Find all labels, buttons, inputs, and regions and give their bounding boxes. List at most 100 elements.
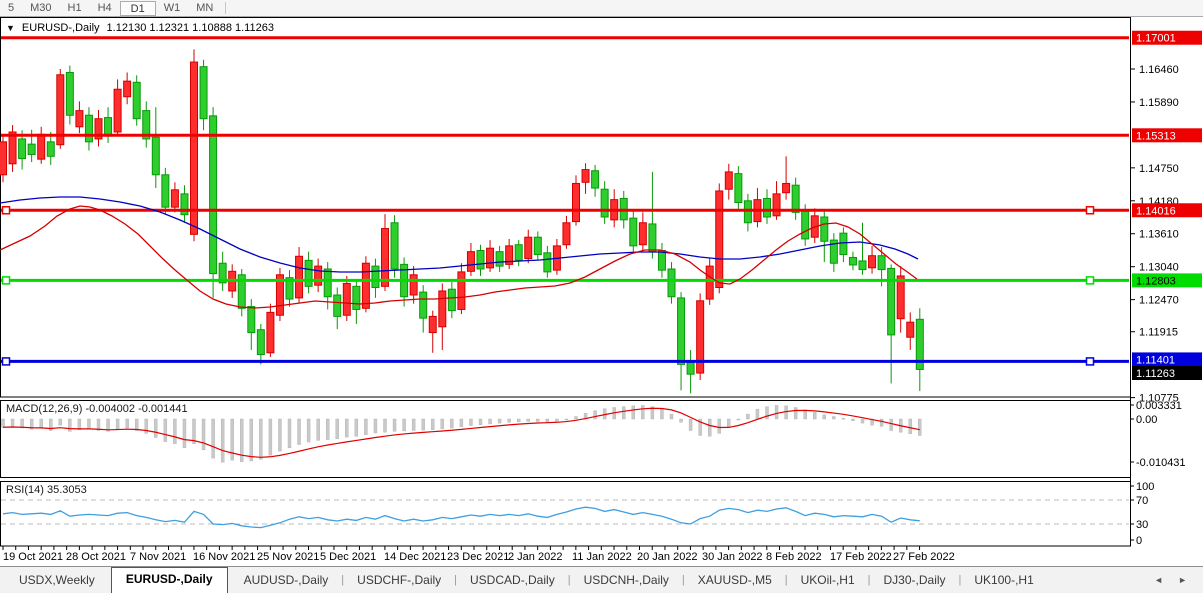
macd-histogram-bar (478, 418, 483, 425)
candle-body (495, 251, 504, 267)
candle-body (868, 255, 877, 269)
macd-histogram-bar (708, 418, 712, 437)
chart-collapse-icon[interactable]: ▼ (6, 23, 15, 33)
macd-histogram-bar (526, 418, 530, 422)
price-axis-label: 1.14750 (1139, 163, 1179, 175)
macd-histogram-bar (373, 418, 378, 434)
hline-handle[interactable] (1, 276, 11, 285)
macd-histogram-bar (765, 406, 769, 420)
tab-divider: | (958, 573, 962, 586)
date-axis-label: 25 Nov 2021 (257, 551, 319, 563)
tab-uk100-h1[interactable]: UK100-,H1 (974, 573, 1034, 587)
macd-histogram-bar (134, 418, 139, 431)
timeframe-button-h1[interactable]: H1 (67, 2, 82, 14)
candle-body (113, 88, 122, 133)
macd-histogram-bar (860, 418, 865, 424)
timeframe-button-mn[interactable]: MN (196, 2, 214, 14)
price-tag-bg (1132, 203, 1202, 218)
candle-body (46, 141, 55, 157)
candle-body (256, 329, 265, 356)
candle-body (505, 245, 514, 265)
candle-body (180, 193, 189, 216)
rsi-axis-label: 0 (1136, 535, 1142, 547)
price-tag-bg (1132, 273, 1202, 288)
macd-histogram-bar (220, 418, 225, 463)
price-tag-1.11401: 1.11401 (1136, 354, 1175, 366)
hline-handle[interactable] (1085, 206, 1095, 215)
date-axis-label: 11 Jan 2022 (572, 551, 632, 563)
tab-dj30-daily[interactable]: DJ30-,Daily (883, 573, 946, 587)
candle-body (763, 197, 771, 218)
candle-body (275, 274, 284, 316)
hline-handle[interactable] (1085, 276, 1095, 285)
candle-body (142, 110, 151, 140)
macd-histogram-bar (20, 418, 24, 429)
tab-scroll-right-icon[interactable]: ► (1178, 575, 1187, 585)
candle-body (84, 114, 93, 143)
price-axis-label: 1.13610 (1139, 229, 1179, 241)
macd-histogram-bar (574, 416, 578, 420)
tab-usdchf-daily[interactable]: USDCHF-,Daily (357, 573, 442, 587)
tab-scroll-arrows: ◄ ► (1154, 575, 1203, 593)
tab-usdcnh-daily[interactable]: USDCNH-,Daily (583, 573, 669, 587)
candle-body (705, 265, 714, 300)
candle-body (734, 173, 743, 204)
hline-handle[interactable] (1, 206, 11, 215)
rsi-axis-label: 30 (1136, 519, 1148, 531)
candle-body (218, 262, 227, 284)
date-axis-label: 28 Oct 2021 (66, 551, 126, 563)
price-tag-1.14016: 1.14016 (1136, 205, 1176, 217)
candle-body (839, 232, 848, 256)
macd-histogram-bar (201, 418, 206, 451)
timeframe-button-h4[interactable]: H4 (97, 2, 112, 14)
candle-body (314, 265, 323, 286)
tab-xauusd-m5[interactable]: XAUUSD-,M5 (697, 573, 772, 587)
tab-usdx-weekly[interactable]: USDX,Weekly (19, 573, 95, 587)
tab-divider: | (341, 573, 345, 586)
macd-histogram-bar (354, 418, 359, 437)
macd-histogram-bar (96, 418, 101, 431)
candle-body (715, 190, 724, 288)
last-price-tag: 1.11263 (1136, 368, 1175, 380)
candle-body (304, 259, 313, 287)
candle-body (476, 250, 485, 270)
timeframe-button-d1[interactable]: D1 (119, 0, 156, 16)
macd-histogram-bar (1, 418, 5, 428)
candle-body (791, 184, 800, 213)
timeframe-button-5[interactable]: 5 (8, 2, 15, 14)
tab-usdcad-daily[interactable]: USDCAD-,Daily (470, 573, 555, 587)
macd-axis-label: 0.00 (1136, 414, 1157, 426)
macd-histogram-bar (335, 418, 339, 439)
macd-histogram-bar (306, 418, 311, 443)
macd-histogram-bar (192, 418, 196, 444)
candle-body (37, 133, 46, 160)
macd-histogram-bar (10, 418, 15, 427)
hline-handle[interactable] (1, 357, 11, 366)
macd-histogram-bar (698, 418, 702, 436)
macd-histogram-bar (727, 418, 731, 428)
tab-scroll-left-icon[interactable]: ◄ (1154, 575, 1164, 585)
candle-body (572, 182, 580, 223)
candle-body (361, 262, 370, 309)
candle-body (629, 217, 638, 247)
macd-histogram-bar (154, 418, 158, 438)
timeframe-button-w1[interactable]: W1 (163, 2, 181, 14)
macd-histogram-bar (889, 418, 893, 431)
tab-ukoil-h1[interactable]: UKOil-,H1 (800, 573, 855, 587)
macd-histogram-bar (803, 409, 807, 420)
macd-histogram-bar (746, 413, 750, 420)
candle-body (486, 247, 495, 269)
tab-eurusd-daily[interactable]: EURUSD-,Daily (110, 567, 228, 593)
macd-histogram-bar (345, 418, 349, 438)
macd-histogram-bar (497, 418, 502, 424)
macd-histogram-bar (268, 418, 273, 456)
candle-body (915, 318, 924, 370)
candle-body (457, 271, 466, 310)
tab-audusd-daily[interactable]: AUDUSD-,Daily (243, 573, 329, 587)
hline-handle[interactable] (1085, 357, 1095, 366)
macd-histogram-bar (364, 418, 368, 435)
candle-body (27, 143, 36, 156)
timeframe-button-m30[interactable]: M30 (30, 2, 52, 14)
candle-body (724, 171, 733, 190)
